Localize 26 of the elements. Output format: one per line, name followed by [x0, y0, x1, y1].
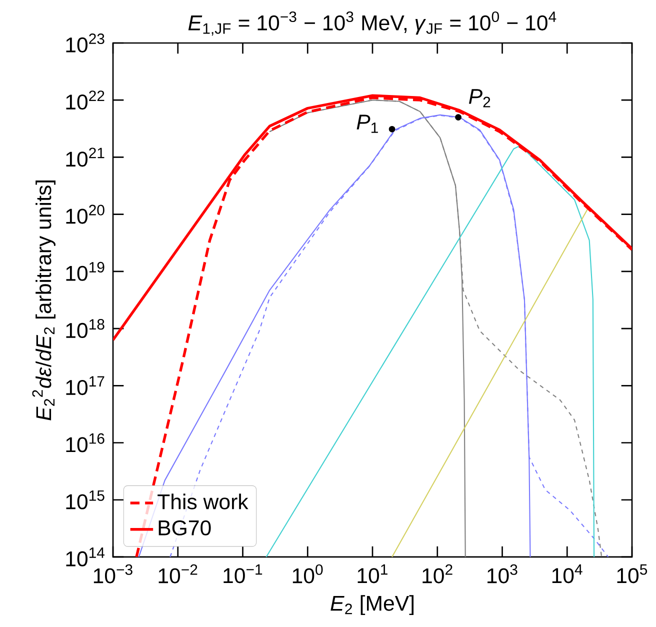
y-tick-label: 10$^{21}$: [66, 148, 104, 167]
y-tick-label: 10$^{22}$: [66, 90, 104, 110]
x-tick-label: 10$^{−3}$: [94, 564, 132, 584]
legend-label: BG70: [158, 520, 211, 536]
y-axis-title: E$_{2}$$^{2}$dε/dE$_{2}$ [arbitrary units]: [32, 180, 56, 420]
x-tick-label: 10$^{3}$: [488, 564, 518, 584]
y-tick-label: 10$^{15}$: [66, 490, 104, 510]
x-tick-label: 10$^{1}$: [358, 564, 388, 584]
y-tick-label: 10$^{19}$: [66, 262, 104, 281]
x-tick-label: 10$^{5}$: [617, 564, 648, 584]
x-axis-title: E$_{2}$ [MeV]: [330, 595, 414, 616]
y-tick-label: 10$^{23}$: [66, 33, 104, 52]
y-tick-label: 10$^{14}$: [66, 548, 105, 566]
y-tick-label: 10$^{18}$: [66, 319, 104, 338]
x-tick-label: 10$^{−1}$: [224, 564, 262, 584]
y-tick-label: 10$^{20}$: [66, 204, 104, 224]
x-tick-label: 10$^{2}$: [422, 564, 452, 584]
y-tick-label: 10$^{17}$: [66, 376, 104, 396]
y-tick-label: 10$^{16}$: [66, 433, 104, 452]
annotation: P$_{1}$: [356, 114, 378, 133]
x-tick-label: 10$^{0}$: [292, 564, 323, 584]
annotation: P$_{2}$: [468, 89, 490, 108]
legend-label: This work: [158, 494, 248, 510]
x-tick-label: 10$^{4}$: [552, 564, 582, 584]
chart-title: E$_{1,JF}$ = 10$^{−3}$ − 10$^{3}$ MeV, γ$_{JF}$ = 10$^{0}$ − 10$^{4}$: [188, 11, 556, 36]
x-tick-label: 10$^{−2}$: [158, 564, 198, 584]
